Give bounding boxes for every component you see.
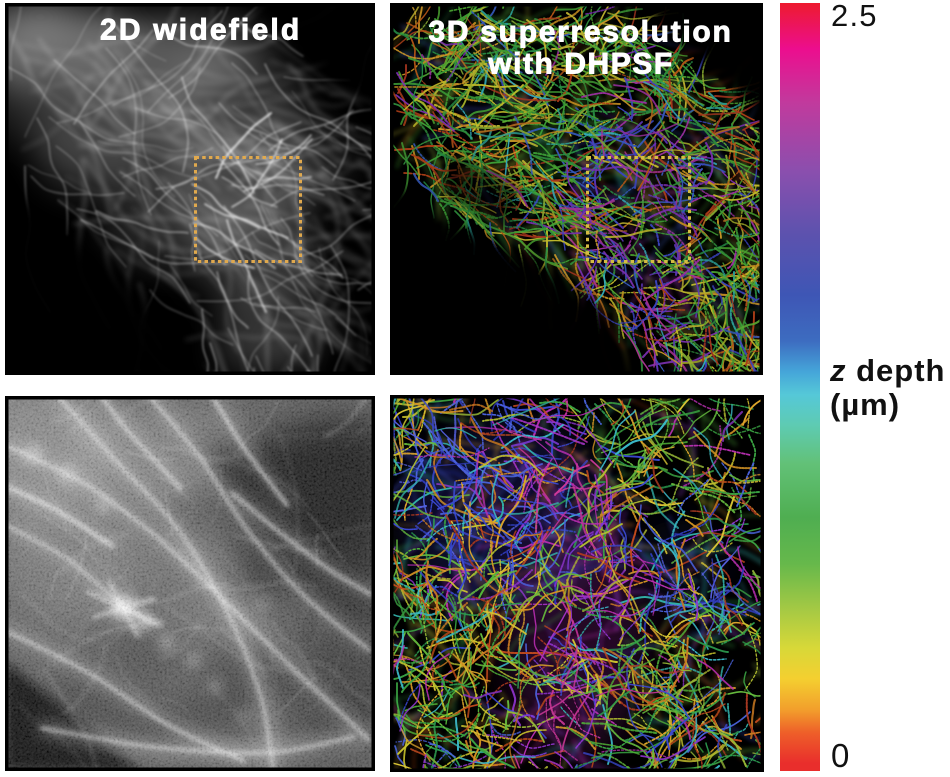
svg-text:2D widefield: 2D widefield: [100, 14, 301, 47]
svg-text:with DHPSF: with DHPSF: [487, 48, 674, 81]
svg-text:3D superresolution: 3D superresolution: [429, 15, 733, 48]
